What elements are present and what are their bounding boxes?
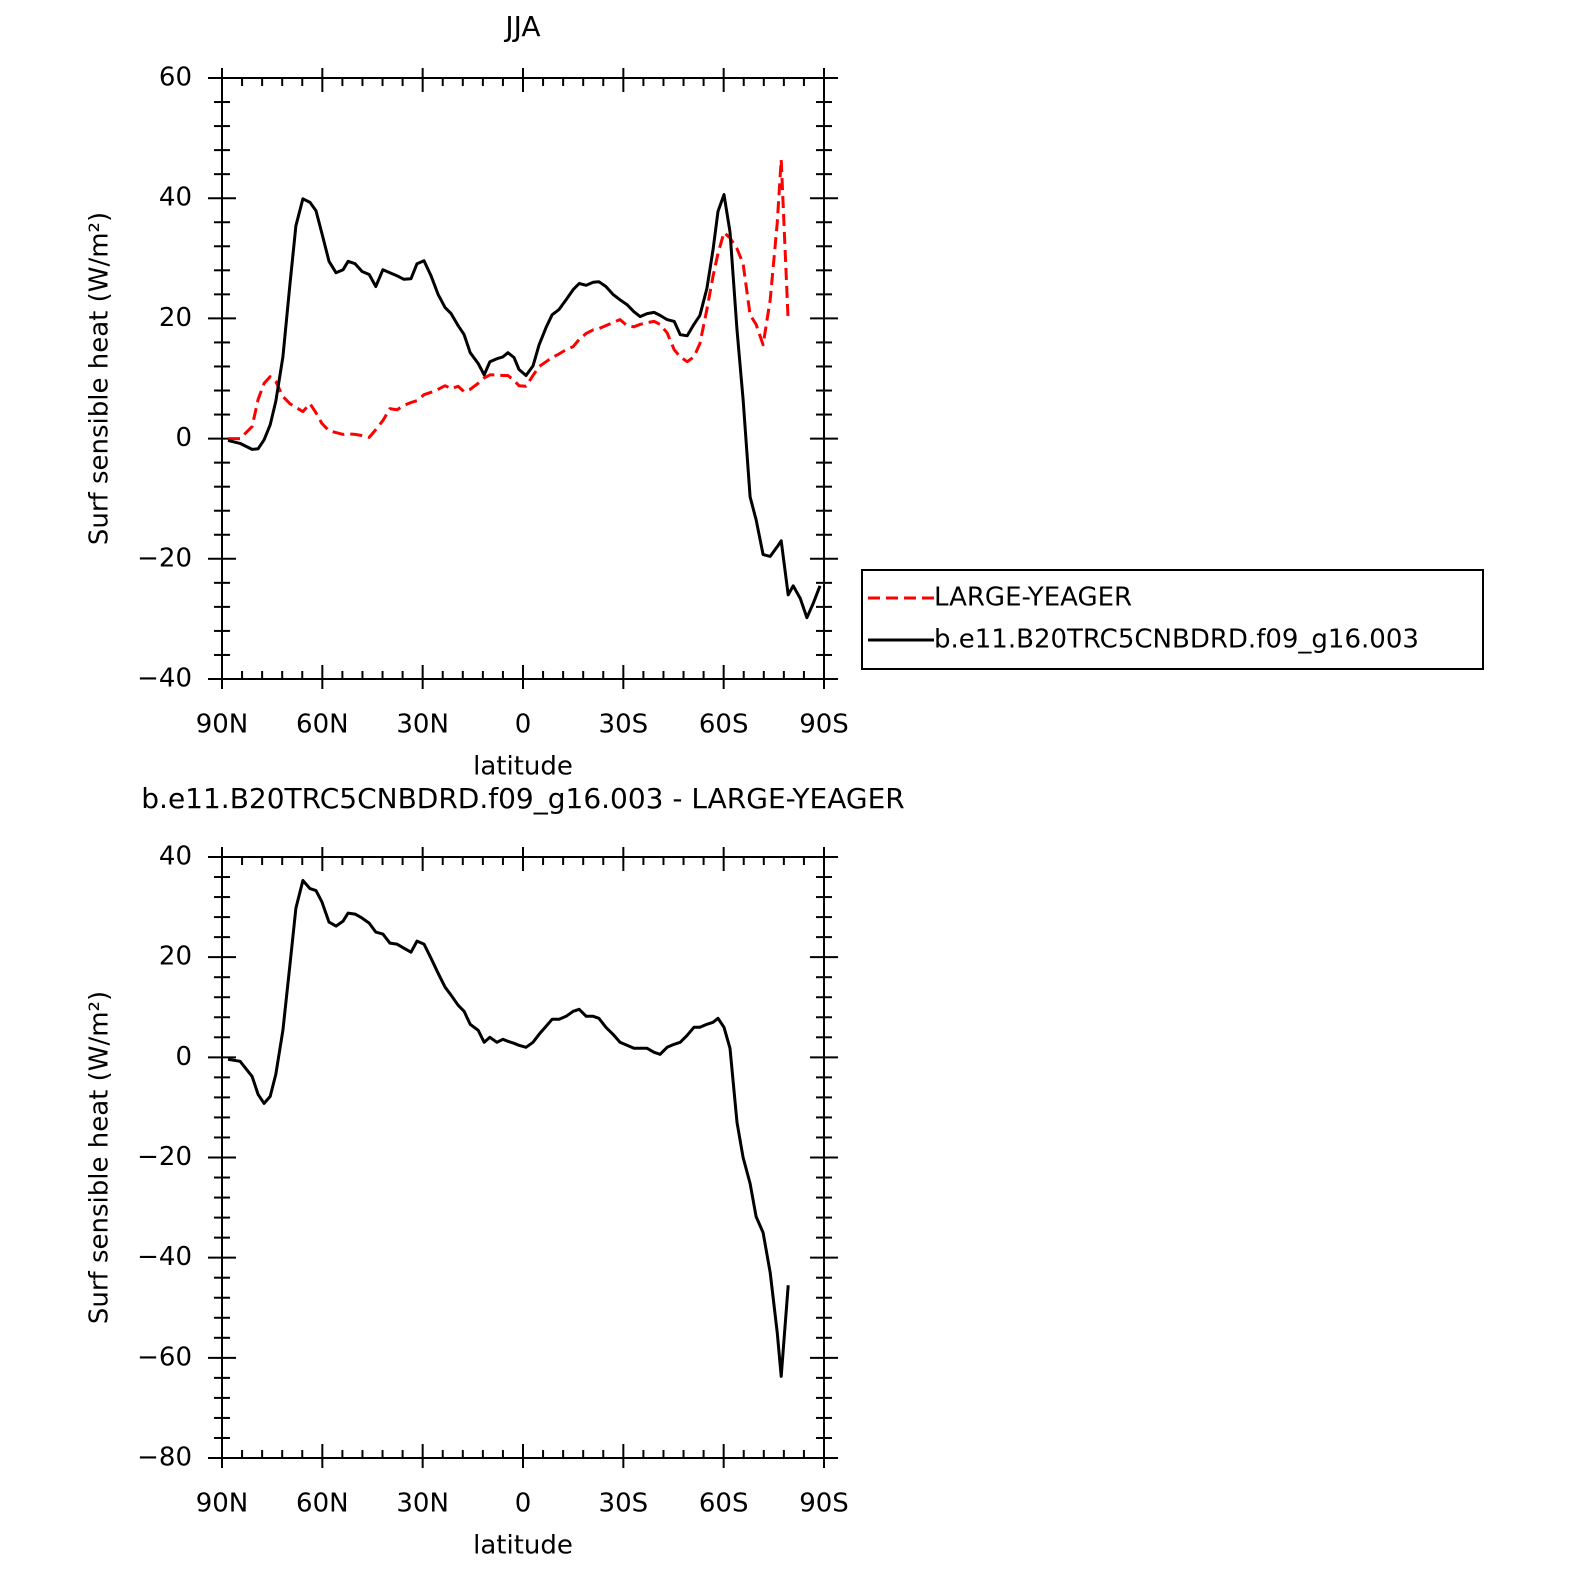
legend-label: LARGE-YEAGER (934, 583, 1132, 613)
x-tick-label: 90N (196, 710, 249, 740)
y-axis-label: Surf sensible heat (W/m²) (85, 991, 115, 1324)
y-tick-label: −40 (137, 664, 192, 694)
x-tick-label: 30S (599, 710, 649, 740)
y-tick-label: −20 (137, 543, 192, 573)
x-tick-label: 90S (799, 1489, 849, 1519)
x-tick-label: 0 (515, 710, 532, 740)
y-tick-label: −40 (137, 1242, 192, 1272)
y-tick-label: 0 (175, 423, 192, 453)
y-tick-label: 40 (159, 183, 192, 213)
series-line (228, 158, 790, 441)
x-tick-label: 90N (196, 1489, 249, 1519)
legend-label: b.e11.B20TRC5CNBDRD.f09_g16.003 (934, 625, 1419, 655)
chart-title: b.e11.B20TRC5CNBDRD.f09_g16.003 - LARGE-… (141, 782, 904, 815)
y-tick-label: 0 (175, 1042, 192, 1072)
y-tick-label: −80 (137, 1443, 192, 1473)
x-tick-label: 60S (699, 710, 749, 740)
y-tick-label: 60 (159, 63, 192, 93)
x-tick-label: 60N (296, 1489, 349, 1519)
y-tick-label: −60 (137, 1342, 192, 1372)
series-line (227, 879, 790, 1378)
x-tick-label: 30N (396, 1489, 449, 1519)
x-tick-label: 90S (799, 710, 849, 740)
x-tick-label: 30N (396, 710, 449, 740)
x-tick-label: 60S (699, 1489, 749, 1519)
y-tick-label: 20 (159, 942, 192, 972)
y-tick-label: 20 (159, 303, 192, 333)
y-tick-label: 40 (159, 842, 192, 872)
x-tick-label: 60N (296, 710, 349, 740)
x-tick-label: 30S (599, 1489, 649, 1519)
y-tick-label: −20 (137, 1142, 192, 1172)
x-axis-label: latitude (473, 752, 573, 782)
chart-title: JJA (503, 10, 540, 43)
x-axis-label: latitude (473, 1531, 573, 1561)
y-axis-label: Surf sensible heat (W/m²) (85, 212, 115, 545)
legend-box (861, 569, 1484, 670)
x-tick-label: 0 (515, 1489, 532, 1519)
series-line (227, 193, 822, 620)
